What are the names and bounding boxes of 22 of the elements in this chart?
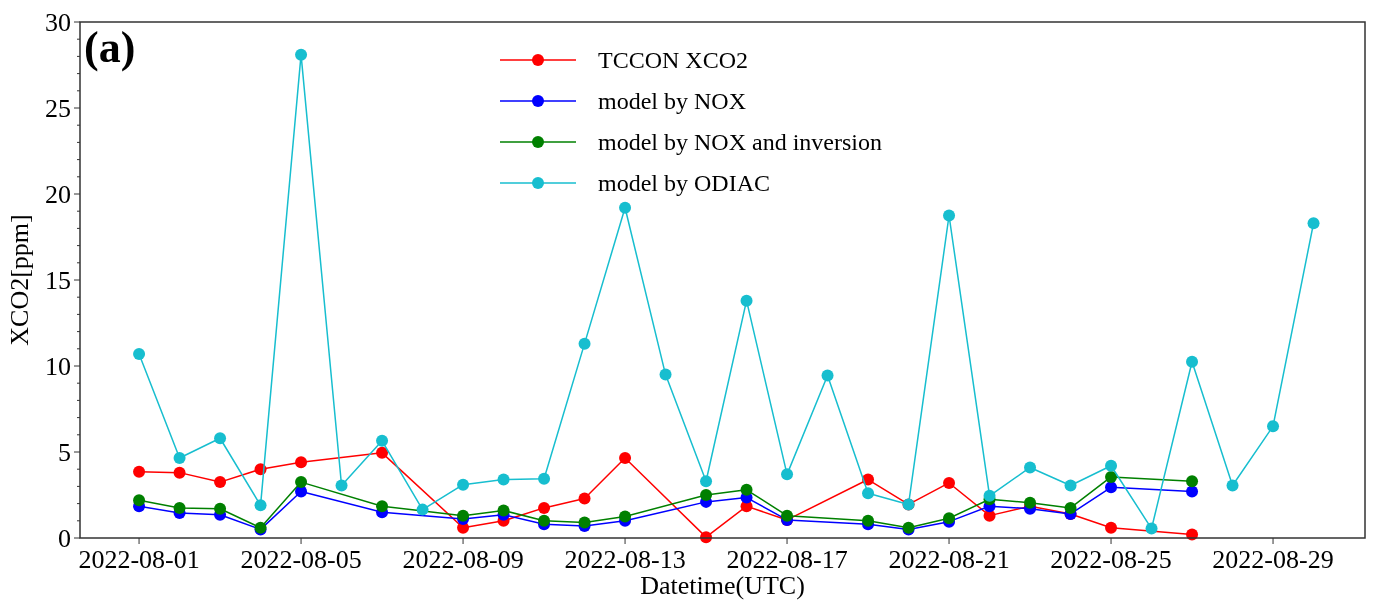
y-tick-label: 5 <box>58 438 71 467</box>
x-tick-label: 2022-08-05 <box>240 545 362 574</box>
legend-label: model by ODIAC <box>598 170 770 196</box>
x-tick-label: 2022-08-29 <box>1212 545 1334 574</box>
y-tick-label: 10 <box>45 352 71 381</box>
legend-label: TCCON XCO2 <box>598 47 749 73</box>
x-tick-label: 2022-08-25 <box>1050 545 1172 574</box>
legend-label: model by NOX and inversion <box>598 129 882 155</box>
y-tick-label: 25 <box>45 94 71 123</box>
x-axis-title: Datetime(UTC) <box>640 571 805 600</box>
x-tick-label: 2022-08-17 <box>726 545 848 574</box>
x-tick-label: 2022-08-09 <box>402 545 524 574</box>
y-axis-title: XCO2[ppm] <box>5 214 34 346</box>
y-tick-label: 0 <box>58 524 71 553</box>
y-tick-label: 20 <box>45 180 71 209</box>
annotation: (a) <box>84 23 136 72</box>
x-tick-label: 2022-08-13 <box>564 545 686 574</box>
y-tick-label: 15 <box>45 266 71 295</box>
y-tick-label: 30 <box>45 8 71 37</box>
legend-label: model by NOX <box>598 88 746 114</box>
x-tick-label: 2022-08-01 <box>78 545 200 574</box>
x-tick-label: 2022-08-21 <box>888 545 1010 574</box>
